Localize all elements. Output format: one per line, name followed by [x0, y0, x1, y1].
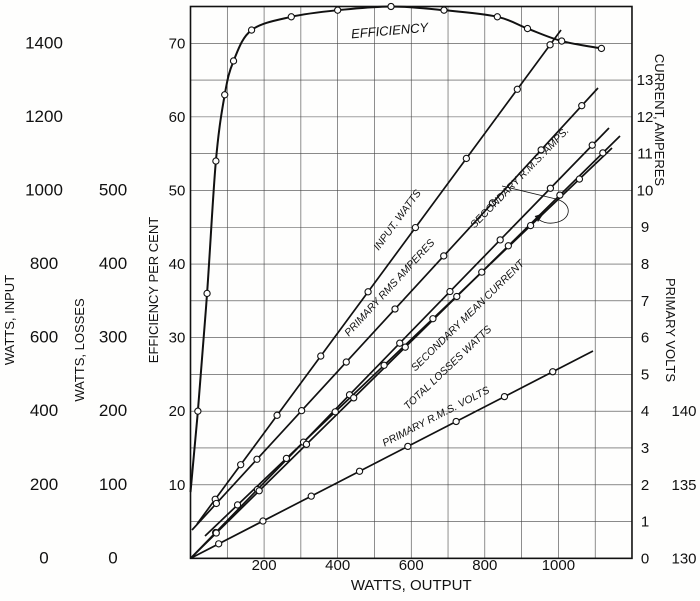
svg-text:500: 500: [99, 180, 127, 199]
svg-text:0: 0: [39, 548, 48, 567]
svg-text:4: 4: [641, 403, 649, 420]
svg-text:13: 13: [637, 72, 654, 89]
svg-text:PRIMARY VOLTS: PRIMARY VOLTS: [663, 278, 678, 382]
svg-text:135: 135: [671, 477, 696, 494]
svg-text:40: 40: [169, 256, 186, 273]
svg-text:11: 11: [637, 146, 653, 163]
svg-text:EFFICIENCY PER CENT: EFFICIENCY PER CENT: [146, 217, 161, 363]
svg-text:200: 200: [30, 475, 58, 494]
svg-text:CURRENT, AMPERES: CURRENT, AMPERES: [652, 54, 667, 187]
svg-text:600: 600: [30, 328, 58, 347]
svg-text:12: 12: [637, 109, 654, 126]
svg-text:3: 3: [641, 440, 649, 457]
svg-text:1200: 1200: [25, 107, 63, 126]
svg-text:6: 6: [641, 330, 649, 347]
svg-text:9: 9: [641, 219, 649, 236]
svg-text:20: 20: [169, 403, 186, 420]
svg-text:400: 400: [30, 401, 58, 420]
svg-text:140: 140: [671, 403, 696, 420]
svg-text:7: 7: [641, 293, 649, 310]
svg-text:10: 10: [169, 477, 186, 494]
svg-text:0: 0: [108, 548, 117, 567]
svg-text:130: 130: [671, 550, 696, 567]
svg-text:0: 0: [641, 550, 649, 567]
svg-text:5: 5: [641, 366, 649, 383]
svg-text:400: 400: [325, 557, 350, 574]
svg-text:8: 8: [641, 256, 649, 273]
svg-text:10: 10: [637, 182, 654, 199]
svg-text:800: 800: [30, 254, 58, 273]
svg-text:1000: 1000: [25, 180, 63, 199]
svg-text:50: 50: [169, 182, 186, 199]
svg-text:WATTS, LOSSES: WATTS, LOSSES: [72, 298, 87, 402]
svg-text:200: 200: [252, 557, 277, 574]
svg-text:30: 30: [169, 330, 186, 347]
svg-text:800: 800: [472, 557, 497, 574]
svg-text:600: 600: [399, 557, 424, 574]
svg-text:70: 70: [169, 35, 186, 52]
svg-text:300: 300: [99, 328, 127, 347]
svg-text:WATTS, INPUT: WATTS, INPUT: [2, 275, 17, 365]
svg-text:100: 100: [99, 475, 127, 494]
svg-text:1: 1: [641, 514, 649, 531]
svg-text:2: 2: [641, 477, 649, 494]
svg-text:1000: 1000: [542, 557, 575, 574]
svg-text:60: 60: [169, 109, 186, 126]
svg-text:WATTS, OUTPUT: WATTS, OUTPUT: [351, 577, 472, 594]
svg-text:1400: 1400: [25, 33, 63, 52]
svg-text:400: 400: [99, 254, 127, 273]
svg-text:200: 200: [99, 401, 127, 420]
